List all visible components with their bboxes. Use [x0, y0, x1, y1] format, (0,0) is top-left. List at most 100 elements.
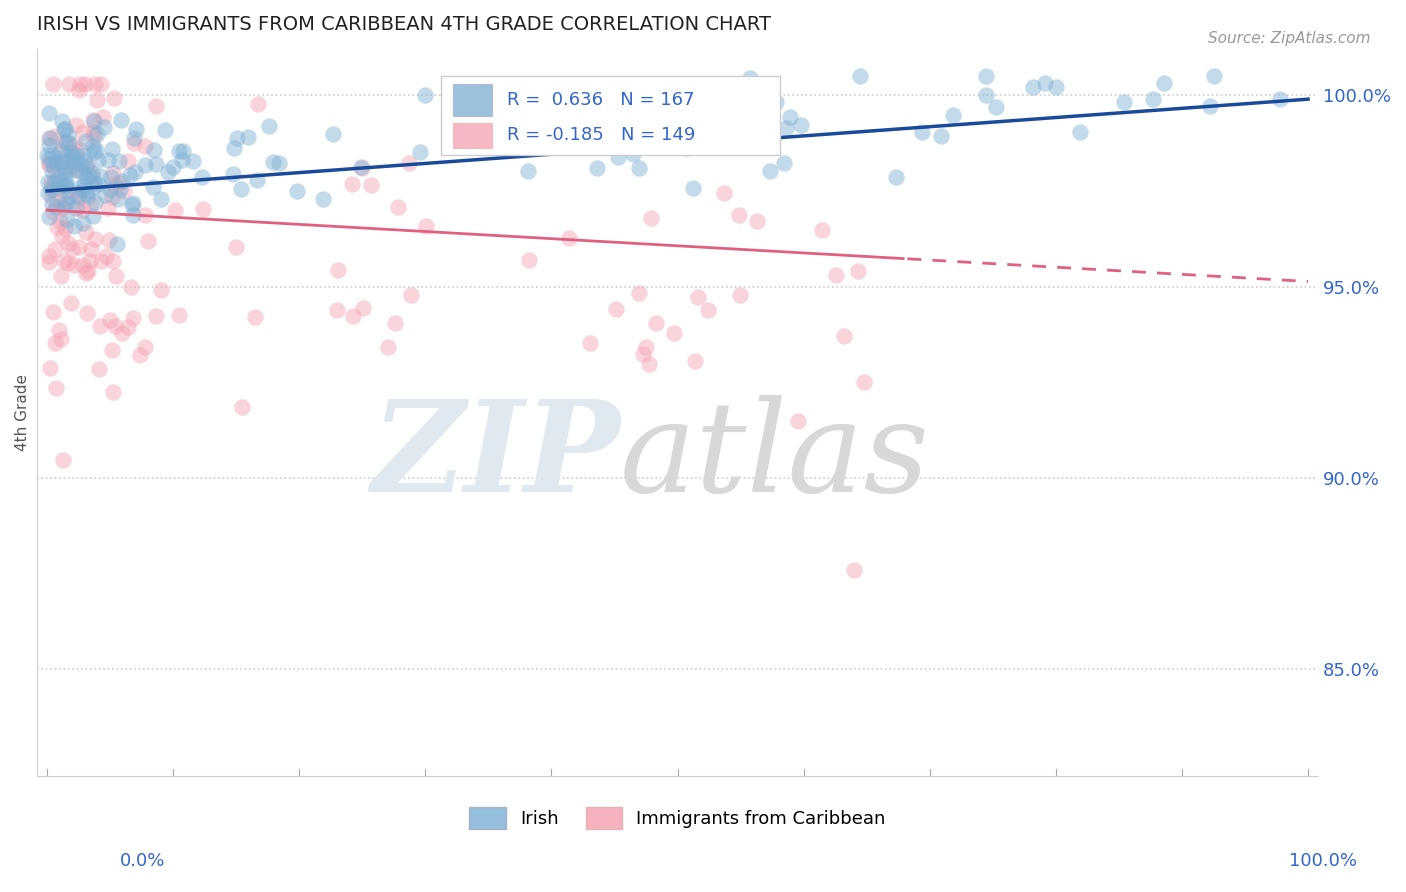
Point	[37, 186, 59, 201]
Point	[621, 147, 644, 161]
Point	[38, 157, 60, 171]
Point	[79, 197, 101, 211]
Point	[49, 175, 72, 189]
Point	[98, 182, 121, 196]
Point	[605, 302, 627, 317]
Point	[478, 77, 501, 91]
Point	[77, 188, 100, 202]
Point	[44, 184, 66, 198]
Point	[82, 209, 104, 223]
Point	[82, 112, 104, 127]
Point	[942, 107, 965, 121]
Point	[97, 201, 120, 215]
Point	[685, 354, 707, 368]
Point	[832, 329, 855, 343]
Point	[38, 255, 60, 269]
Point	[44, 152, 66, 166]
Point	[517, 252, 540, 267]
Point	[153, 122, 176, 136]
Point	[89, 169, 111, 183]
Point	[231, 181, 253, 195]
Point	[39, 361, 62, 376]
Point	[576, 125, 599, 139]
Point	[929, 129, 952, 144]
Point	[42, 158, 65, 172]
Point	[758, 164, 780, 178]
Point	[231, 401, 253, 415]
Point	[73, 153, 96, 167]
Point	[682, 181, 704, 195]
Point	[142, 144, 165, 158]
Point	[49, 172, 72, 186]
Point	[122, 208, 145, 222]
Point	[122, 310, 145, 325]
Point	[101, 343, 124, 358]
Point	[45, 381, 67, 395]
Point	[38, 138, 60, 153]
Point	[60, 295, 83, 310]
Text: Source: ZipAtlas.com: Source: ZipAtlas.com	[1208, 31, 1371, 46]
Point	[76, 134, 98, 148]
Point	[97, 153, 120, 167]
Point	[105, 237, 128, 252]
Point	[779, 110, 801, 124]
Point	[89, 319, 111, 334]
Point	[134, 340, 156, 354]
Point	[134, 207, 156, 221]
Point	[748, 106, 770, 120]
Point	[100, 142, 122, 156]
Point	[65, 163, 87, 178]
Point	[122, 196, 145, 211]
Point	[44, 128, 66, 143]
Point	[39, 130, 62, 145]
Point	[586, 161, 609, 175]
Point	[118, 168, 141, 182]
Point	[1035, 76, 1057, 90]
Point	[83, 195, 105, 210]
Point	[90, 254, 112, 268]
Point	[44, 242, 66, 256]
Point	[149, 192, 172, 206]
Point	[496, 133, 519, 147]
Point	[709, 125, 731, 139]
Point	[83, 113, 105, 128]
Point	[976, 88, 998, 103]
Point	[60, 148, 83, 162]
Point	[56, 213, 79, 227]
Point	[401, 288, 423, 302]
Point	[190, 170, 212, 185]
Point	[911, 124, 934, 138]
Point	[52, 201, 75, 215]
Point	[108, 153, 131, 168]
Point	[72, 125, 94, 139]
Point	[628, 161, 651, 175]
Point	[728, 288, 751, 302]
Point	[349, 160, 371, 174]
Point	[59, 159, 82, 173]
Point	[350, 161, 373, 175]
Point	[772, 156, 794, 170]
Point	[607, 150, 630, 164]
Point	[49, 214, 72, 228]
Point	[91, 110, 114, 124]
Text: R = -0.185   N = 149: R = -0.185 N = 149	[508, 127, 696, 145]
Point	[262, 155, 284, 169]
Point	[38, 153, 60, 167]
Point	[713, 186, 735, 200]
Point	[103, 91, 125, 105]
Point	[75, 267, 97, 281]
Point	[697, 303, 720, 318]
Point	[86, 93, 108, 107]
Point	[145, 157, 167, 171]
Point	[94, 188, 117, 202]
Point	[75, 186, 97, 201]
Point	[53, 221, 76, 235]
Point	[41, 147, 63, 161]
Point	[67, 189, 90, 203]
Point	[70, 165, 93, 179]
Point	[108, 181, 131, 195]
Point	[101, 384, 124, 399]
Point	[60, 243, 83, 257]
Point	[84, 232, 107, 246]
Point	[69, 77, 91, 91]
